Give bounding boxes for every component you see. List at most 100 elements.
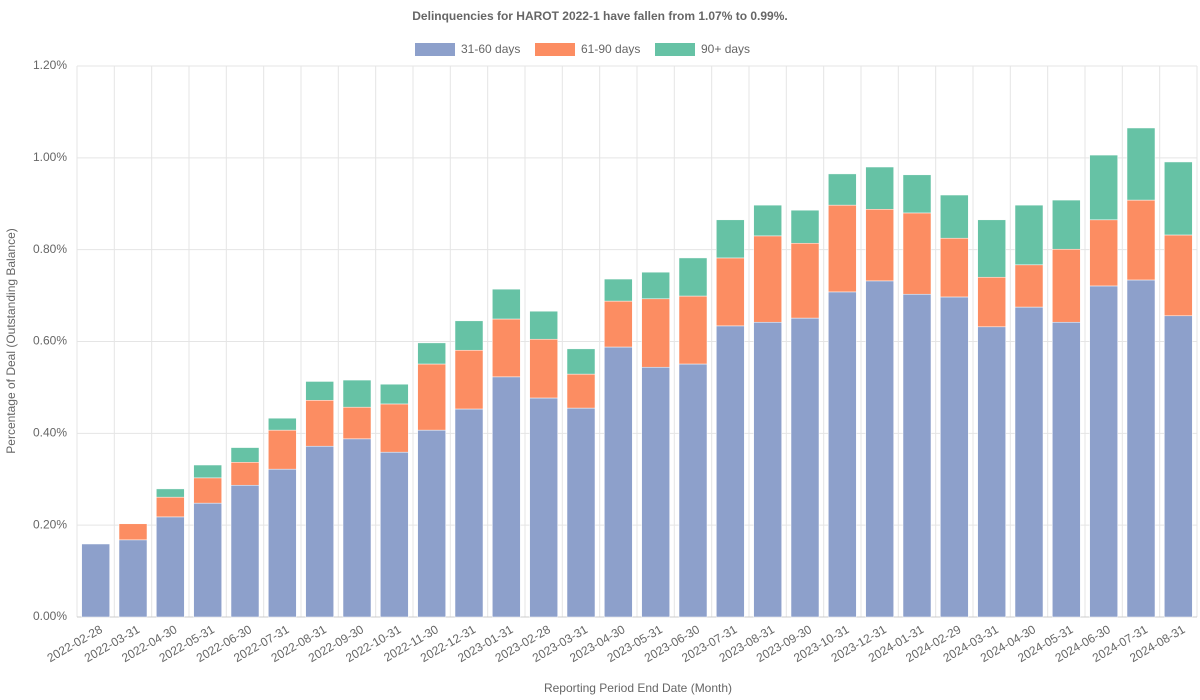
legend-swatch <box>655 43 695 56</box>
bar-segment <box>230 462 260 486</box>
bar-segment <box>1089 154 1118 221</box>
x-axis-title: Reporting Period End Date (Month) <box>544 681 732 695</box>
bar-segment <box>1052 199 1081 250</box>
bar-segment <box>193 502 222 618</box>
bar-segment <box>81 543 110 618</box>
bar-segment <box>753 204 782 237</box>
bar-segment <box>790 209 820 244</box>
bar-segment <box>492 288 521 320</box>
bar-segment <box>604 300 633 348</box>
bar-segment <box>940 296 969 618</box>
bar-segment <box>566 348 596 375</box>
bar-segment <box>492 318 521 378</box>
bar-segment <box>156 488 185 498</box>
bar-segment <box>118 539 148 618</box>
bar-segment <box>865 280 894 618</box>
bar-segment <box>268 468 297 618</box>
bar-segment <box>678 363 708 618</box>
y-tick-label: 0.20% <box>33 517 67 531</box>
bar-segment <box>1164 315 1193 618</box>
bar-segment <box>604 278 633 302</box>
bar-segment <box>678 295 708 365</box>
bar-segment <box>380 451 409 618</box>
bar-segment <box>230 447 260 463</box>
bar-segment <box>1089 219 1118 287</box>
bar-segment <box>1052 248 1081 323</box>
bar-segment <box>566 407 596 618</box>
bar-segment <box>156 516 185 618</box>
bar-segment <box>977 276 1006 328</box>
bar-segment <box>1126 279 1156 618</box>
bar-segment <box>118 523 148 541</box>
bar-segment <box>305 445 334 618</box>
bar-segment <box>641 271 670 300</box>
bar-segment <box>753 321 782 618</box>
bar-segment <box>380 383 409 405</box>
legend-swatch <box>415 43 455 56</box>
bar-segment <box>1164 234 1193 317</box>
bar-segment <box>604 346 633 618</box>
chart-title: Delinquencies for HAROT 2022-1 have fall… <box>412 9 787 23</box>
bar-segment <box>454 408 484 618</box>
legend-label: 31-60 days <box>461 42 520 56</box>
bar-segment <box>342 379 372 408</box>
bar-segment <box>342 406 372 440</box>
bar-segment <box>902 174 932 214</box>
bar-segment <box>1014 306 1044 618</box>
bar-segment <box>641 366 670 618</box>
bar-segment <box>268 417 297 431</box>
bar-segment <box>1164 161 1193 236</box>
bar-segment <box>790 317 820 618</box>
bar-segment <box>566 373 596 409</box>
bar-segment <box>753 235 782 323</box>
bar-segment <box>1126 199 1156 281</box>
bar-segment <box>193 477 222 504</box>
bar-segment <box>678 257 708 297</box>
bar-segment <box>1126 127 1156 201</box>
bar-segment <box>230 484 260 618</box>
bar-segment <box>492 376 521 618</box>
legend-swatch <box>535 43 575 56</box>
bar-segment <box>940 194 969 239</box>
bar-segment <box>828 291 857 618</box>
bar-segment <box>977 219 1006 278</box>
y-tick-label: 1.20% <box>33 58 67 72</box>
y-tick-label: 0.60% <box>33 334 67 348</box>
bar-segment <box>454 320 484 351</box>
bar-segment <box>716 219 745 259</box>
bar-segment <box>417 363 446 431</box>
y-tick-label: 0.40% <box>33 426 67 440</box>
bar-segment <box>716 325 745 618</box>
bar-segment <box>828 204 857 293</box>
bar-segment <box>828 173 857 206</box>
bar-segment <box>641 298 670 368</box>
bar-segment <box>268 429 297 470</box>
bar-segment <box>417 429 446 618</box>
y-tick-label: 0.80% <box>33 242 67 256</box>
bar-segment <box>305 400 334 447</box>
bar-segment <box>529 310 558 340</box>
bar-segment <box>1014 264 1044 308</box>
bar-segment <box>156 496 185 518</box>
bar-segment <box>342 438 372 618</box>
bar-segment <box>380 403 409 453</box>
bar-segment <box>790 242 820 319</box>
bar-segment <box>529 338 558 399</box>
legend-label: 90+ days <box>701 42 750 56</box>
bar-segment <box>529 397 558 618</box>
bar-segment <box>865 209 894 282</box>
bar-segment <box>902 293 932 618</box>
bar-segment <box>1014 204 1044 266</box>
bar-segment <box>417 342 446 365</box>
bar-segment <box>454 349 484 410</box>
bar-segment <box>1052 321 1081 618</box>
bar-segment <box>977 326 1006 618</box>
bar-segment <box>1089 285 1118 618</box>
legend-label: 61-90 days <box>581 42 640 56</box>
bar-segment <box>716 257 745 327</box>
y-tick-label: 1.00% <box>33 150 67 164</box>
bar-segment <box>902 212 932 295</box>
bar-segment <box>305 381 334 401</box>
bar-segment <box>865 166 894 210</box>
